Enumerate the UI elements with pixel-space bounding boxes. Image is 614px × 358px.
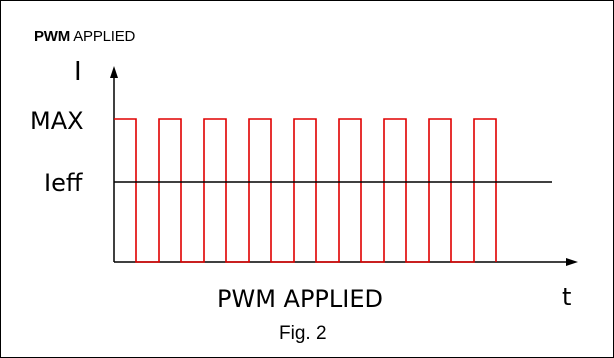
t-axis-label: t bbox=[562, 283, 571, 311]
pwm-pulse-train bbox=[114, 118, 497, 263]
x-axis-arrow bbox=[566, 258, 578, 266]
max-label: MAX bbox=[30, 107, 84, 135]
title-rest: APPLIED bbox=[73, 28, 136, 45]
y-axis-label: I bbox=[74, 57, 82, 87]
x-caption: PWM APPLIED bbox=[217, 285, 383, 313]
title-bold: PWM bbox=[34, 28, 71, 45]
figure-title: PWM APPLIED bbox=[34, 28, 135, 45]
ieff-label: Ieff bbox=[44, 169, 83, 197]
figure-caption: Fig. 2 bbox=[279, 323, 327, 344]
y-axis-arrow bbox=[110, 66, 118, 78]
